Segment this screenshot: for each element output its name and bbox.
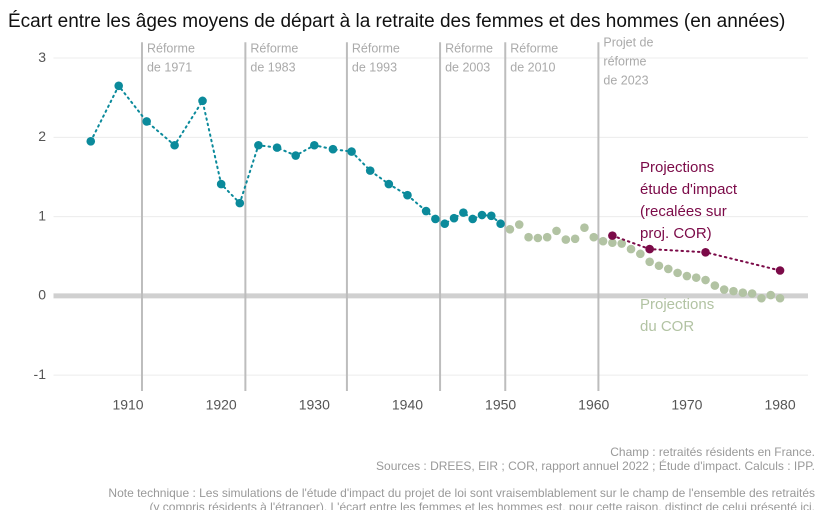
- data-point: [486, 211, 496, 221]
- data-point: [580, 223, 589, 232]
- data-point: [701, 275, 710, 285]
- data-point: [617, 239, 627, 248]
- data-point: [272, 143, 282, 152]
- y-tick-label: 1: [38, 207, 46, 223]
- reform-label: Réforme: [250, 41, 298, 55]
- annotation: proj. COR): [640, 225, 712, 242]
- data-point: [775, 293, 785, 303]
- data-point: [775, 266, 785, 275]
- data-point: [663, 264, 673, 274]
- data-point: [291, 151, 300, 160]
- data-point: [216, 179, 226, 189]
- data-point: [459, 208, 468, 217]
- note: (y compris résidents à l'étranger). L'éc…: [149, 500, 815, 510]
- y-tick-label: 0: [38, 287, 46, 303]
- x-tick-label: 1910: [112, 397, 143, 413]
- annotation: Projections: [640, 296, 714, 313]
- x-tick-label: 1970: [671, 397, 702, 413]
- reform-label: de 2010: [510, 60, 555, 74]
- data-point: [254, 140, 263, 150]
- reform-label: de 2023: [603, 73, 648, 87]
- x-tick-label: 1950: [485, 397, 516, 413]
- data-point: [403, 190, 412, 200]
- reform-label: de 1983: [250, 60, 295, 74]
- footer: Champ : retraités résidents en France.: [610, 445, 815, 459]
- data-point: [347, 147, 356, 156]
- data-point: [198, 96, 207, 106]
- reform-label: Projet de: [603, 35, 653, 49]
- data-point: [552, 226, 561, 236]
- annotation: du COR: [640, 318, 694, 335]
- data-point: [766, 290, 776, 300]
- reform-label: réforme: [603, 54, 646, 68]
- data-point: [598, 236, 608, 246]
- y-tick-label: 3: [38, 49, 46, 65]
- data-point: [170, 140, 179, 150]
- data-point: [589, 232, 599, 242]
- data-point: [691, 273, 701, 282]
- data-point: [561, 235, 571, 244]
- x-tick-label: 1960: [578, 397, 609, 413]
- reform-label: de 2003: [445, 60, 490, 74]
- reform-label: Réforme: [147, 41, 195, 55]
- reform-label: Réforme: [352, 41, 400, 55]
- data-point: [310, 140, 319, 150]
- data-point: [682, 271, 692, 281]
- x-tick-label: 1980: [764, 397, 795, 413]
- x-tick-label: 1930: [299, 397, 330, 413]
- data-point: [514, 220, 524, 229]
- data-point: [431, 214, 440, 224]
- data-point: [542, 232, 552, 242]
- x-tick-label: 1940: [392, 397, 423, 413]
- data-point: [496, 219, 505, 229]
- data-point: [328, 144, 338, 154]
- chart-title: Écart entre les âges moyens de départ à …: [8, 11, 785, 32]
- data-point: [449, 213, 459, 223]
- series-line: [611, 234, 782, 272]
- annotation: étude d'impact: [640, 181, 738, 198]
- data-point: [701, 247, 710, 257]
- annotation: Projections: [640, 159, 714, 176]
- data-point: [608, 238, 617, 248]
- data-point: [738, 288, 748, 298]
- data-point: [636, 249, 645, 259]
- data-point: [384, 179, 394, 189]
- data-point: [570, 234, 580, 244]
- data-point: [719, 285, 729, 294]
- data-point: [142, 117, 151, 126]
- data-point: [235, 198, 245, 208]
- y-tick-label: -1: [34, 366, 47, 382]
- data-point: [86, 136, 96, 146]
- annotation: (recalées sur: [640, 203, 727, 220]
- data-point: [747, 289, 757, 298]
- reform-label: de 1993: [352, 60, 397, 74]
- data-point: [626, 244, 636, 254]
- data-point: [477, 210, 487, 220]
- x-tick-label: 1920: [206, 397, 237, 413]
- data-point: [710, 281, 720, 290]
- data-point: [524, 232, 533, 242]
- reform-label: Réforme: [445, 41, 493, 55]
- footer: Sources : DREES, EIR ; COR, rapport annu…: [376, 458, 815, 473]
- data-point: [505, 224, 515, 234]
- data-point: [608, 231, 617, 240]
- data-point: [440, 219, 450, 229]
- data-point: [729, 286, 738, 296]
- note: Note technique : Les simulations de l'ét…: [108, 486, 815, 500]
- data-point: [114, 81, 124, 91]
- data-point: [645, 244, 654, 254]
- data-point: [533, 233, 543, 243]
- data-point: [365, 166, 375, 175]
- data-point: [468, 214, 477, 224]
- y-tick-label: 2: [38, 128, 46, 144]
- data-point: [654, 261, 664, 271]
- data-point: [673, 268, 682, 278]
- reform-label: Réforme: [510, 41, 558, 55]
- reform-label: de 1971: [147, 60, 192, 74]
- data-point: [645, 257, 654, 267]
- data-point: [421, 206, 431, 216]
- data-point: [757, 293, 766, 303]
